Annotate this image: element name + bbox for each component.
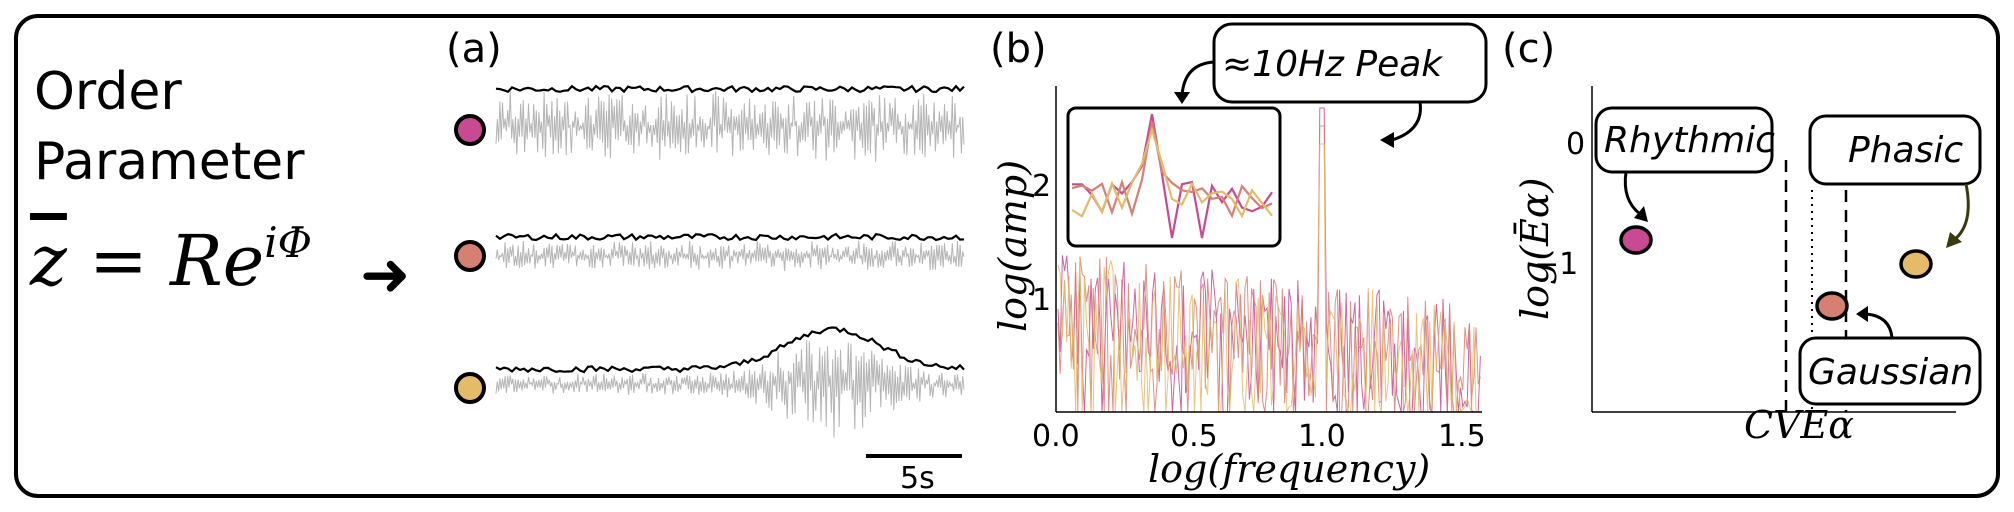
trace-circle-salmon: [454, 240, 486, 272]
trace-envelope-1: [495, 232, 965, 242]
rhythmic-callout-label: Rhythmic: [1604, 120, 1775, 161]
rhythmic-callout-box: [1594, 106, 1774, 174]
panel-b-xtick-0-5: 0.5: [1170, 419, 1218, 454]
spectrum-series-2: [1057, 143, 1481, 413]
trace-oscillation-1: [495, 240, 965, 272]
trace-envelope-0: [495, 84, 965, 94]
spectrum-inset-lines: [1071, 113, 1273, 239]
eeg-traces: [495, 84, 965, 438]
panel-b-xtick-0: 0.0: [1032, 419, 1080, 454]
panel-b-xtick-1-5: 1.5: [1438, 419, 1486, 454]
phasic-callout-label: Phasic: [1848, 130, 1963, 171]
panel-b-xtick-1-0: 1.0: [1298, 419, 1346, 454]
gaussian-callout-box: [1798, 336, 1982, 406]
gaussian-callout-label: Gaussian: [1808, 352, 1973, 393]
eq-mid: = Re: [66, 220, 265, 302]
order-parameter-title-line1: Order: [34, 62, 182, 122]
scale-bar-label: 5s: [900, 461, 935, 496]
eq-sup: iΦ: [264, 218, 313, 267]
panel-b-ytick-2: 2: [1032, 169, 1051, 204]
order-parameter-equation: z = ReiΦ: [30, 218, 312, 302]
panel-c-label: (c): [1502, 26, 1555, 72]
panel-b-ytick-1: 1: [1032, 283, 1051, 318]
eq-lhs: z: [30, 220, 67, 302]
gaussian-arrowhead-icon: [1856, 306, 1868, 322]
right-arrow-icon: ➜: [360, 240, 411, 310]
spectrum-inset-box: [1066, 106, 1282, 248]
inset-series-1: [1071, 121, 1273, 219]
trace-oscillation-0: [495, 90, 965, 163]
phasic-arrow-icon: [1953, 183, 1970, 242]
gaussian-arrow-icon: [1865, 312, 1894, 339]
callout-arrow-inset-icon: [1180, 60, 1215, 97]
panel-a-label: (a): [446, 26, 502, 72]
scatter-points: [1619, 225, 1933, 321]
figure-frame: [14, 14, 2000, 498]
callout-arrowhead-peak-icon: [1380, 132, 1394, 148]
callout-arrow-peak-icon: [1391, 101, 1422, 142]
panel-c-ytick-neg1: −1: [1534, 247, 1578, 282]
trace-circle-gold: [454, 372, 486, 404]
phasic-arrowhead-icon: [1946, 232, 1962, 248]
panel-c-ylabel: log(Ēα): [1513, 178, 1557, 320]
order-parameter-title-line2: Parameter: [34, 132, 305, 192]
scatter-point-phasic: [1899, 249, 1933, 279]
panel-b-xlabel: log(frequency): [1148, 447, 1430, 491]
scatter-point-rhythmic: [1619, 225, 1653, 255]
callout-arrowhead-inset-icon: [1174, 92, 1190, 104]
trace-circle-magenta: [454, 114, 486, 146]
scatter-point-gaussian: [1815, 291, 1849, 321]
peak-callout-label: ≈10Hz Peak: [1222, 44, 1444, 85]
rhythmic-arrowhead-icon: [1634, 206, 1648, 222]
panel-b-label: (b): [990, 26, 1047, 72]
rhythmic-arrow-icon: [1623, 171, 1641, 216]
panel-b-ylabel: log(amp): [991, 160, 1035, 332]
trace-oscillation-2: [495, 339, 965, 438]
phasic-callout-box: [1808, 114, 1982, 186]
panel-c-xlabel: CVEα: [1744, 403, 1854, 447]
trace-envelope-2: [495, 326, 965, 374]
panel-c-ytick-0: 0: [1566, 127, 1585, 162]
spectrum-series-1: [1057, 125, 1481, 413]
inset-series-2: [1071, 126, 1273, 219]
